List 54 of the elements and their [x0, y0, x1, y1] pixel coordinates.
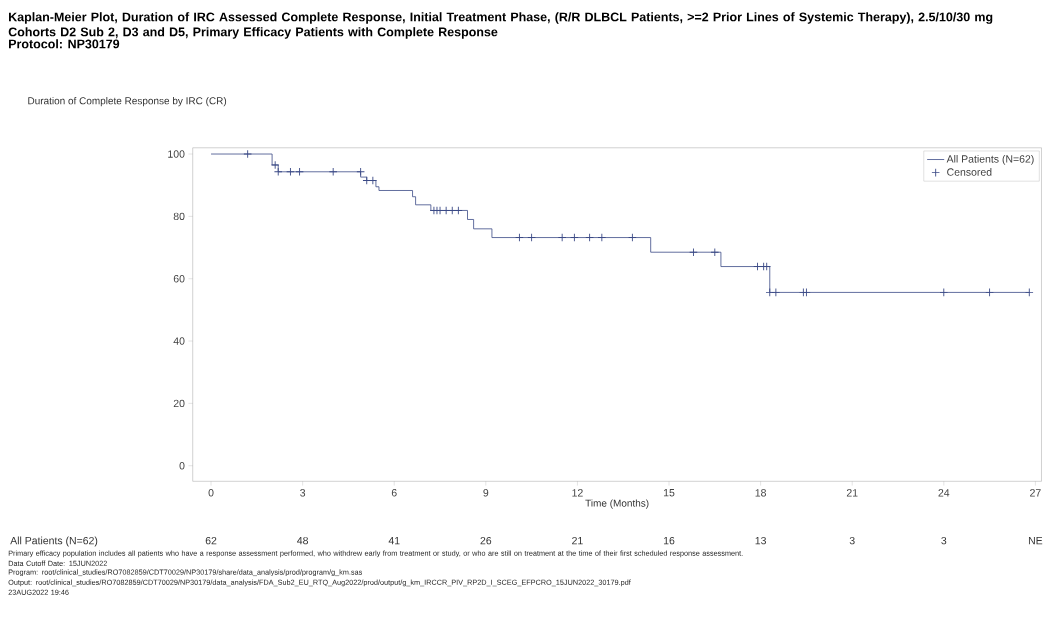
chart-title: Kaplan-Meier Plot, Duration of IRC Assessed Complete Response, Initial Treatment Phase, (R/R DLBCL Patients, >=2 Prior Lines of Systemic Therapy), 2.5/10/30 mg Cohorts D2 Sub 2, D3 and D5, Primary Efficacy Patients with Complete Response [8, 12, 993, 39]
x-axis-title: Time (Months) [585, 499, 649, 509]
text: 13 [755, 536, 766, 545]
x-tick-label: 15 [663, 489, 675, 497]
text: NE [1028, 536, 1043, 545]
text: All Patients (N=62) [10, 536, 98, 547]
point [286, 167, 295, 176]
point [689, 248, 698, 256]
point [772, 288, 780, 297]
text: 16 [663, 536, 675, 545]
point [985, 288, 994, 297]
y-tick-label: 80 [173, 212, 185, 221]
x-tick-label: 18 [755, 489, 766, 497]
text: 21 [572, 536, 583, 545]
legend-label: All Patients (N=62) [946, 154, 1034, 165]
point [628, 233, 637, 242]
point [271, 161, 279, 169]
x-tick-label: 27 [1030, 489, 1041, 497]
text: 62 [205, 536, 217, 545]
point [558, 233, 566, 242]
legend-label: Censored [947, 168, 992, 176]
text: 3 [941, 536, 947, 545]
y-tick-label: 0 [179, 461, 185, 470]
x-tick-label: 9 [483, 489, 489, 497]
point [940, 288, 948, 297]
y-tick-label: 60 [173, 274, 185, 283]
point [369, 176, 377, 185]
y-tick-label: 20 [173, 399, 185, 408]
point [274, 167, 283, 176]
point [329, 167, 337, 176]
x-tick-label: 3 [300, 489, 306, 497]
text: 26 [480, 536, 492, 545]
x-tick-label: 21 [846, 489, 858, 497]
x-tick-label: 6 [391, 489, 397, 497]
text: Protocol: NP30179 [9, 39, 120, 49]
y-tick-label: 100 [168, 150, 185, 158]
point [598, 233, 606, 242]
point [356, 167, 365, 176]
x-tick-label: 24 [938, 489, 950, 497]
x-tick-label: 0 [208, 489, 214, 497]
text: 48 [297, 536, 309, 545]
text: 3 [849, 536, 855, 545]
y-tick-label: 40 [173, 337, 185, 345]
point [515, 233, 524, 242]
point [585, 233, 594, 242]
point [527, 233, 536, 242]
text: 41 [388, 536, 400, 545]
point [1025, 288, 1034, 297]
point [295, 167, 304, 176]
point [765, 288, 774, 297]
x-tick-label: 12 [572, 489, 583, 497]
point [570, 233, 579, 242]
y-axis-title: Duration of Complete Response by IRC (CR) [28, 96, 227, 107]
point [711, 248, 719, 256]
